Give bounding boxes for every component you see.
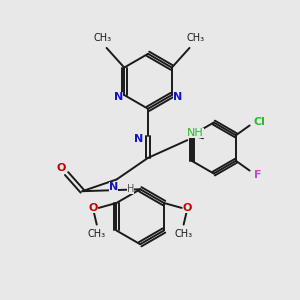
- Text: H: H: [127, 184, 134, 194]
- Text: F: F: [254, 169, 261, 179]
- Text: O: O: [88, 203, 98, 213]
- Text: Cl: Cl: [254, 116, 266, 127]
- Text: N: N: [173, 92, 182, 102]
- Text: CH₃: CH₃: [186, 33, 205, 43]
- Text: O: O: [183, 203, 192, 213]
- Text: NH: NH: [187, 128, 203, 138]
- Text: N: N: [109, 182, 118, 192]
- Text: CH₃: CH₃: [94, 33, 112, 43]
- Text: CH₃: CH₃: [88, 230, 106, 239]
- Text: N: N: [134, 134, 143, 144]
- Text: CH₃: CH₃: [175, 230, 193, 239]
- Text: O: O: [57, 163, 66, 173]
- Text: N: N: [114, 92, 123, 102]
